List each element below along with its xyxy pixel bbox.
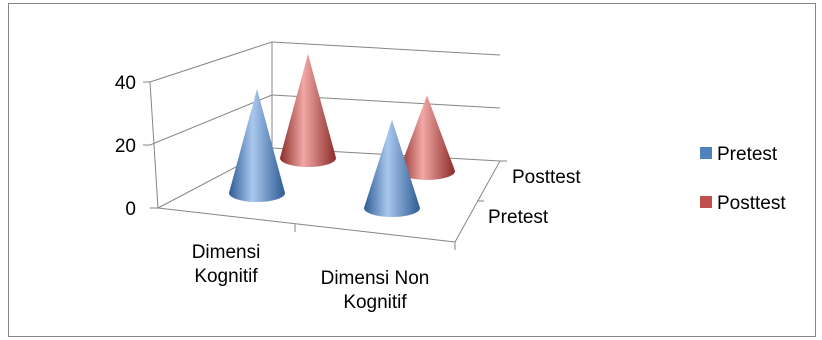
x-axis-line xyxy=(157,207,456,243)
y-axis-line xyxy=(149,81,159,209)
legend: Pretest Posttest xyxy=(700,144,786,214)
cone-posttest-cat-2 xyxy=(399,95,455,180)
gridline-mid xyxy=(149,94,273,146)
cone-body xyxy=(280,54,336,167)
depth-label-posttest: Posttest xyxy=(512,167,581,188)
ytick-label-0: 0 xyxy=(125,199,136,220)
depth-label-pretest: Pretest xyxy=(488,207,549,228)
gridline-top xyxy=(149,41,273,83)
ytick-label-40: 40 xyxy=(115,73,136,94)
cone-body xyxy=(364,119,420,217)
ytick-label-20: 20 xyxy=(115,136,136,157)
cone-pretest-cat-2 xyxy=(364,119,420,217)
cone-pretest-cat-1 xyxy=(229,89,285,202)
cones-layer xyxy=(229,54,455,217)
cone-body xyxy=(399,95,455,180)
cone-body xyxy=(229,89,285,202)
cone-posttest-cat-1 xyxy=(280,54,336,167)
legend-swatch-pretest xyxy=(700,147,712,159)
legend-label-posttest: Posttest xyxy=(717,193,786,214)
legend-label-pretest: Pretest xyxy=(717,144,778,165)
legend-swatch-posttest xyxy=(700,196,712,208)
gridline-top-back xyxy=(271,41,501,56)
xtick-label-cat-1: Dimensi Kognitif xyxy=(192,242,261,287)
xtick-label-cat-2: Dimensi Non Kognitif xyxy=(321,268,430,313)
